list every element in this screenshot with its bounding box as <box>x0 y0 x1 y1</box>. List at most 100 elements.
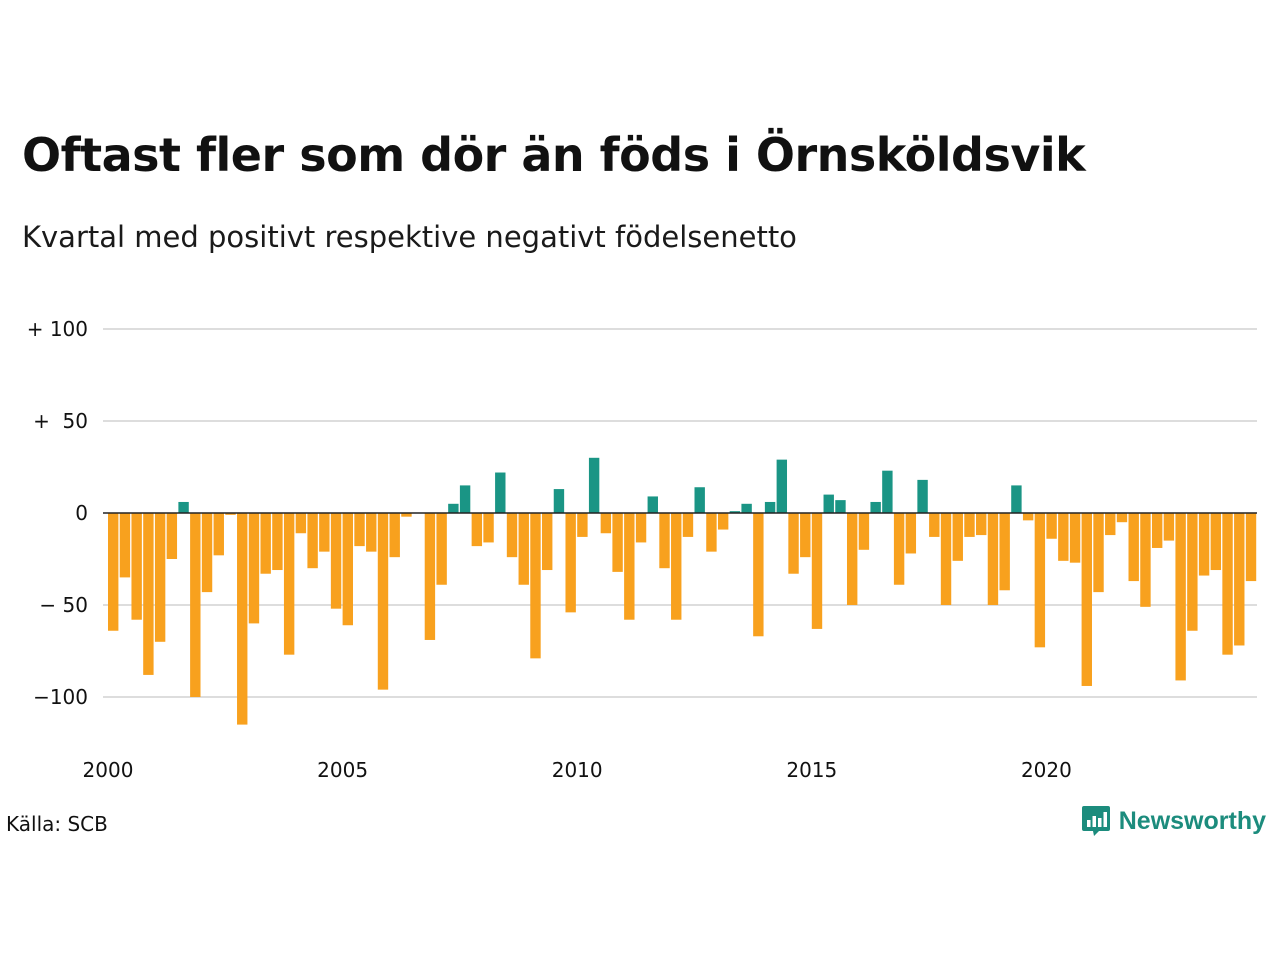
bar-negative <box>905 513 917 554</box>
bar-negative <box>682 513 694 537</box>
bar-negative <box>671 513 682 620</box>
bar-negative <box>635 513 647 543</box>
bar-positive <box>729 511 741 513</box>
bar-positive <box>870 501 881 513</box>
bar-negative <box>717 513 729 530</box>
x-axis-labels: 2000 2005 2010 2015 2020 <box>83 758 1072 782</box>
bar-negative <box>952 513 963 561</box>
bar-negative <box>154 513 166 642</box>
bar-negative <box>307 513 318 569</box>
bar-negative <box>987 513 999 605</box>
bar-negative <box>706 513 717 552</box>
bar-positive <box>882 470 893 513</box>
bar-negative <box>940 513 952 605</box>
bar-negative <box>612 513 623 572</box>
bar-negative <box>1163 513 1175 541</box>
bar-positive <box>553 489 565 513</box>
bar-negative <box>424 513 436 640</box>
bar-negative <box>108 513 119 631</box>
bar-positive <box>694 487 705 513</box>
bar-negative <box>1245 513 1257 582</box>
bar-negative <box>1210 513 1222 571</box>
bar-negative <box>342 513 353 626</box>
bar-negative <box>800 513 811 558</box>
bar-negative <box>542 513 553 571</box>
source-note: Källa: SCB <box>6 812 108 836</box>
chart-subtitle: Kvartal med positivt respektive negativt… <box>22 220 797 254</box>
bar-positive <box>917 479 928 513</box>
bar-negative <box>753 513 764 637</box>
chart-title: Oftast fler som dör än föds i Örnsköldsv… <box>22 128 1086 182</box>
bar-negative <box>600 513 612 534</box>
bar-negative <box>389 513 400 558</box>
bar-negative <box>1234 513 1245 646</box>
bar-negative <box>1151 513 1163 548</box>
bar-negative <box>225 513 236 515</box>
bar-negative <box>143 513 154 675</box>
bar-positive <box>835 500 846 513</box>
x-tick-label: 2020 <box>1021 758 1072 782</box>
bar-negative <box>811 513 823 629</box>
bar-negative <box>401 513 412 517</box>
newsworthy-logo-icon <box>1081 806 1110 836</box>
bar-negative <box>319 513 330 552</box>
bar-negative <box>330 513 342 609</box>
bar-negative <box>1058 513 1069 561</box>
bars <box>108 457 1257 725</box>
bar-negative <box>565 513 576 613</box>
bar-negative <box>119 513 131 578</box>
y-tick-label: + 50 <box>33 409 88 433</box>
bar-negative <box>295 513 307 534</box>
bar-positive <box>495 472 506 513</box>
bar-negative <box>366 513 377 552</box>
bar-positive <box>764 501 776 513</box>
bar-negative <box>1140 513 1151 607</box>
bar-negative <box>237 513 248 725</box>
bar-negative <box>518 513 529 585</box>
bar-negative <box>436 513 447 585</box>
bar-negative <box>1105 513 1116 536</box>
bar-negative <box>283 513 295 655</box>
bar-negative <box>964 513 975 537</box>
bar-positive <box>588 457 600 513</box>
bar-negative <box>354 513 365 547</box>
bar-chart: + 100 + 50 0 − 50 −100 2000 2005 2010 2015 2020 <box>27 317 1257 782</box>
bar-negative <box>893 513 905 585</box>
bar-negative <box>659 513 670 569</box>
bar-positive <box>823 494 834 513</box>
bar-negative <box>272 513 283 571</box>
bar-negative <box>929 513 940 537</box>
x-tick-label: 2015 <box>786 758 837 782</box>
bar-negative <box>1069 513 1081 563</box>
bar-negative <box>846 513 858 605</box>
y-tick-label: −100 <box>33 685 88 709</box>
y-tick-label: − 50 <box>39 593 88 617</box>
newsworthy-logo-text: Newsworthy <box>1118 806 1266 835</box>
bar-positive <box>178 501 189 513</box>
bar-negative <box>1175 513 1186 681</box>
bar-negative <box>530 513 541 659</box>
bar-negative <box>131 513 142 620</box>
x-tick-label: 2005 <box>317 758 368 782</box>
bar-positive <box>647 496 658 513</box>
x-tick-label: 2010 <box>552 758 603 782</box>
bar-positive <box>1011 485 1022 513</box>
bar-negative <box>999 513 1010 591</box>
bar-negative <box>788 513 799 574</box>
bar-positive <box>741 503 752 513</box>
bar-negative <box>190 513 201 697</box>
bar-negative <box>1022 513 1034 521</box>
bar-negative <box>201 513 213 593</box>
bar-negative <box>213 513 224 556</box>
y-tick-label: 0 <box>75 501 88 525</box>
bar-negative <box>166 513 178 559</box>
bar-negative <box>976 513 987 536</box>
bar-negative <box>1093 513 1104 593</box>
bar-negative <box>1187 513 1198 631</box>
bar-negative <box>471 513 483 547</box>
x-tick-label: 2000 <box>83 758 134 782</box>
bar-negative <box>1222 513 1233 655</box>
bar-negative <box>577 513 588 537</box>
newsworthy-logo[interactable]: Newsworthy <box>1081 804 1266 838</box>
bar-negative <box>248 513 260 624</box>
